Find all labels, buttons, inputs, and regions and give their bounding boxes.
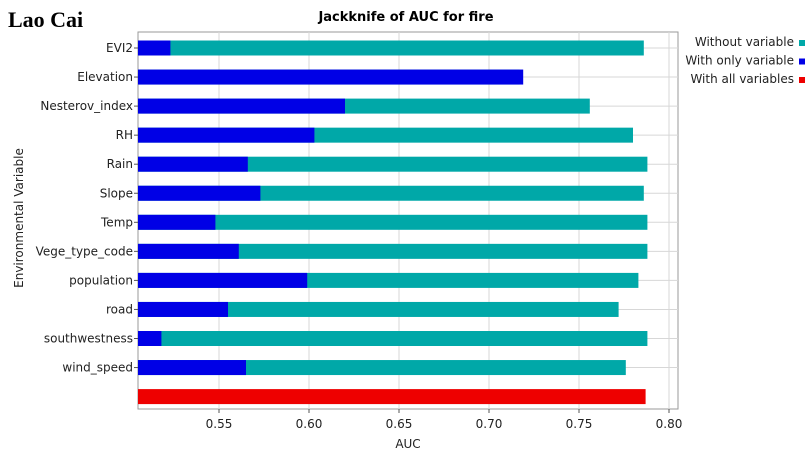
y-category-label: Nesterov_index bbox=[40, 99, 133, 113]
bar-without-variable bbox=[138, 214, 648, 230]
bar-with-only-variable bbox=[138, 185, 261, 201]
bar-with-only-variable bbox=[138, 156, 248, 172]
bar-with-all-variables bbox=[138, 389, 646, 405]
y-category-label: Vege_type_code bbox=[36, 244, 133, 258]
bar-without-variable bbox=[138, 40, 644, 56]
bar-with-only-variable bbox=[138, 98, 345, 114]
region-label: Lao Cai bbox=[8, 7, 83, 32]
y-category-label: Elevation bbox=[77, 70, 133, 84]
legend-label: Without variable bbox=[695, 35, 794, 49]
y-category-label: Rain bbox=[107, 157, 133, 171]
legend-label: With all variables bbox=[690, 72, 794, 86]
y-category-label: southwestness bbox=[44, 332, 133, 346]
bar-with-only-variable bbox=[138, 331, 162, 346]
y-category-label: road bbox=[106, 302, 133, 316]
legend-swatch bbox=[799, 58, 805, 65]
bar-with-only-variable bbox=[138, 243, 239, 259]
bar-without-variable bbox=[138, 156, 648, 172]
bar-without-variable bbox=[138, 360, 626, 376]
bars bbox=[138, 40, 648, 405]
y-category-label: Slope bbox=[100, 186, 133, 200]
legend-swatch bbox=[799, 40, 805, 46]
x-tick-label: 0.65 bbox=[386, 417, 413, 431]
legend-swatch bbox=[799, 77, 805, 83]
bar-with-only-variable bbox=[138, 214, 216, 230]
bar-without-variable bbox=[138, 301, 619, 317]
chart-title: Jackknife of AUC for fire bbox=[317, 10, 493, 25]
x-tick-label: 0.70 bbox=[476, 417, 503, 431]
x-tick-label: 0.75 bbox=[566, 417, 593, 431]
x-axis-label: AUC bbox=[395, 437, 420, 451]
legend: Without variable With only variable With a… bbox=[685, 35, 805, 86]
y-category-label: population bbox=[69, 273, 133, 287]
y-category-label: wind_speed bbox=[62, 361, 133, 375]
bar-without-variable bbox=[138, 185, 644, 201]
bar-with-only-variable bbox=[138, 127, 315, 143]
bar-with-only-variable bbox=[138, 360, 246, 376]
x-tick-label: 0.60 bbox=[296, 417, 323, 431]
y-category-label: Temp bbox=[100, 215, 133, 229]
bar-with-only-variable bbox=[138, 69, 524, 85]
y-axis-label: Environmental Variable bbox=[12, 148, 26, 288]
y-axis-categories: EVI2 Elevation Nesterov_index RH Rain Slope Te… bbox=[36, 41, 138, 375]
bar-with-only-variable bbox=[138, 301, 228, 317]
bar-with-only-variable bbox=[138, 272, 308, 288]
y-category-label: RH bbox=[116, 128, 133, 142]
x-tick-label: 0.55 bbox=[206, 417, 233, 431]
y-category-label: EVI2 bbox=[106, 41, 133, 55]
x-tick-label: 0.80 bbox=[656, 417, 683, 431]
bar-without-variable bbox=[138, 243, 648, 259]
x-axis-ticks: 0.55 0.60 0.65 0.70 0.75 0.80 bbox=[206, 409, 683, 431]
legend-label: With only variable bbox=[685, 54, 794, 68]
bar-without-variable bbox=[138, 331, 648, 346]
bar-with-only-variable bbox=[138, 40, 171, 56]
